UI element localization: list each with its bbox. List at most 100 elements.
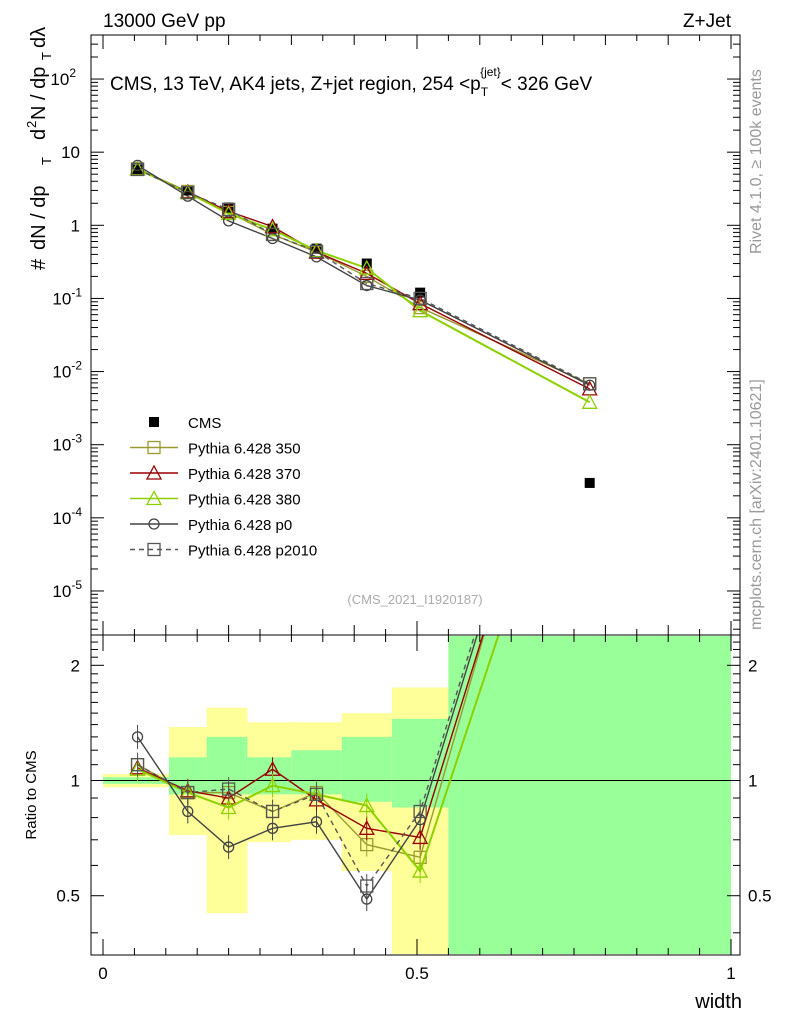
header-right: Z+Jet (683, 11, 732, 32)
cms-marker (361, 258, 372, 269)
header-left: 13000 GeV pp (103, 11, 226, 32)
x-tick-label: 0 (98, 964, 107, 983)
triangle-marker (358, 797, 375, 813)
circle-marker (182, 190, 194, 202)
triangle-marker (264, 777, 281, 793)
ratio-y-tick-label-right: 0.5 (748, 887, 772, 906)
square-marker (130, 162, 145, 177)
legend-label: Pythia 6.428 p2010 (188, 543, 317, 560)
main-series-lines (137, 164, 591, 404)
band-stat (206, 736, 248, 795)
triangle-marker (412, 862, 429, 878)
triangle-marker (145, 490, 163, 506)
ratio-y-tick-label-right: 1 (748, 772, 757, 791)
cms-marker (182, 185, 193, 196)
ratio-y-tick-label: 0.5 (56, 887, 80, 906)
ratio-y-axis-label: Ratio to CMS (23, 750, 40, 839)
triangle-marker (145, 464, 163, 480)
square-marker (413, 291, 427, 306)
main-y-axis-label: # dN / dp T d 2 N / dp T dλ (24, 27, 54, 270)
triangle-marker (358, 259, 375, 275)
triangle-marker (412, 302, 429, 318)
ratio-series-lines (129, 635, 500, 912)
y-tick-label: 10-3 (52, 432, 82, 455)
ratio-frame (90, 634, 741, 956)
cms-marker (132, 164, 143, 175)
y-tick-label: 10 (61, 143, 80, 162)
band-stat (341, 736, 392, 802)
triangle-marker (264, 218, 281, 234)
series-line (137, 168, 591, 404)
cms-marker (149, 417, 159, 427)
circle-marker (182, 805, 194, 818)
triangle-marker (581, 393, 598, 409)
x-tick-labels: 0 0.5 1 (98, 964, 735, 983)
ratio-y-tick-label-right: 2 (748, 656, 757, 675)
square-marker (360, 276, 374, 291)
square-marker (147, 440, 161, 455)
triangle-marker (412, 829, 429, 845)
square-marker (147, 542, 161, 557)
y-tick-label: 10-2 (52, 359, 82, 382)
triangle-marker (358, 265, 375, 281)
y-tick-label: 10-1 (52, 285, 82, 308)
ratio-line (137, 635, 500, 874)
svg-text:T: T (39, 157, 54, 165)
triangle-marker (220, 799, 237, 815)
x-tick-label: 1 (726, 964, 735, 983)
main-y-tick-labels: 10-5 10-4 10-3 10-2 10-1 1 10 102 (50, 66, 82, 601)
legend-label: Pythia 6.428 380 (188, 492, 301, 509)
ratio-series-group (129, 635, 500, 912)
legend-label: Pythia 6.428 p0 (188, 517, 292, 534)
ratio-y-tick-label: 1 (71, 772, 80, 791)
triangle-marker (308, 243, 325, 259)
watermark: (CMS_2021_I1920187) (347, 592, 482, 607)
square-marker (130, 758, 145, 772)
triangle-marker (220, 203, 237, 219)
ratio-axis-ticks (91, 635, 740, 955)
triangle-marker (220, 205, 237, 221)
square-marker (309, 244, 324, 259)
circle-marker (266, 232, 279, 245)
svg-text:dN / dp: dN / dp (28, 186, 50, 250)
circle-marker (310, 816, 323, 828)
ratio-y-tick-label: 2 (71, 656, 80, 675)
svg-text:T: T (39, 52, 54, 60)
square-marker (583, 377, 597, 391)
main-axis-ticks (91, 34, 740, 635)
square-marker (265, 804, 280, 819)
circle-marker (131, 731, 144, 743)
triangle-marker (308, 242, 325, 258)
square-marker (181, 185, 195, 200)
circle-marker (131, 159, 144, 172)
legend: CMS Pythia 6.428 350 Pythia 6.428 370 Pythi… (130, 415, 317, 560)
triangle-marker (264, 221, 281, 237)
triangle-marker (358, 819, 375, 835)
x-tick-label: 0.5 (405, 964, 429, 983)
circle-marker (361, 279, 373, 292)
square-marker (221, 782, 236, 796)
svg-text:dλ: dλ (28, 27, 50, 48)
square-marker (360, 879, 374, 893)
series-line (137, 164, 591, 386)
ratio-panel: 0.5 0.51 12 2 0 0.5 1 (56, 634, 772, 983)
y-tick-label: 10-5 (52, 578, 82, 601)
ratio-line (136, 635, 478, 901)
band-stat (448, 636, 731, 954)
square-marker (413, 804, 427, 819)
circle-marker (222, 841, 235, 853)
legend-label: CMS (188, 415, 221, 432)
rivet-version-text: Rivet 4.1.0, ≥ 100k events (748, 69, 765, 254)
x-axis-label: width (694, 991, 742, 1013)
main-series-markers (129, 159, 598, 488)
cms-marker (311, 243, 322, 254)
cms-marker (584, 477, 595, 488)
square-marker (221, 202, 236, 217)
legend-label: Pythia 6.428 370 (188, 466, 301, 483)
svg-text:2: 2 (24, 121, 39, 128)
series-line (137, 168, 591, 385)
mcplots-text: mcplots.cern.ch [arXiv:2401.10621] (748, 379, 765, 630)
ratio-tick-labels: 0.5 0.5 1 1 2 2 (56, 656, 771, 905)
y-tick-label: 102 (50, 66, 76, 89)
